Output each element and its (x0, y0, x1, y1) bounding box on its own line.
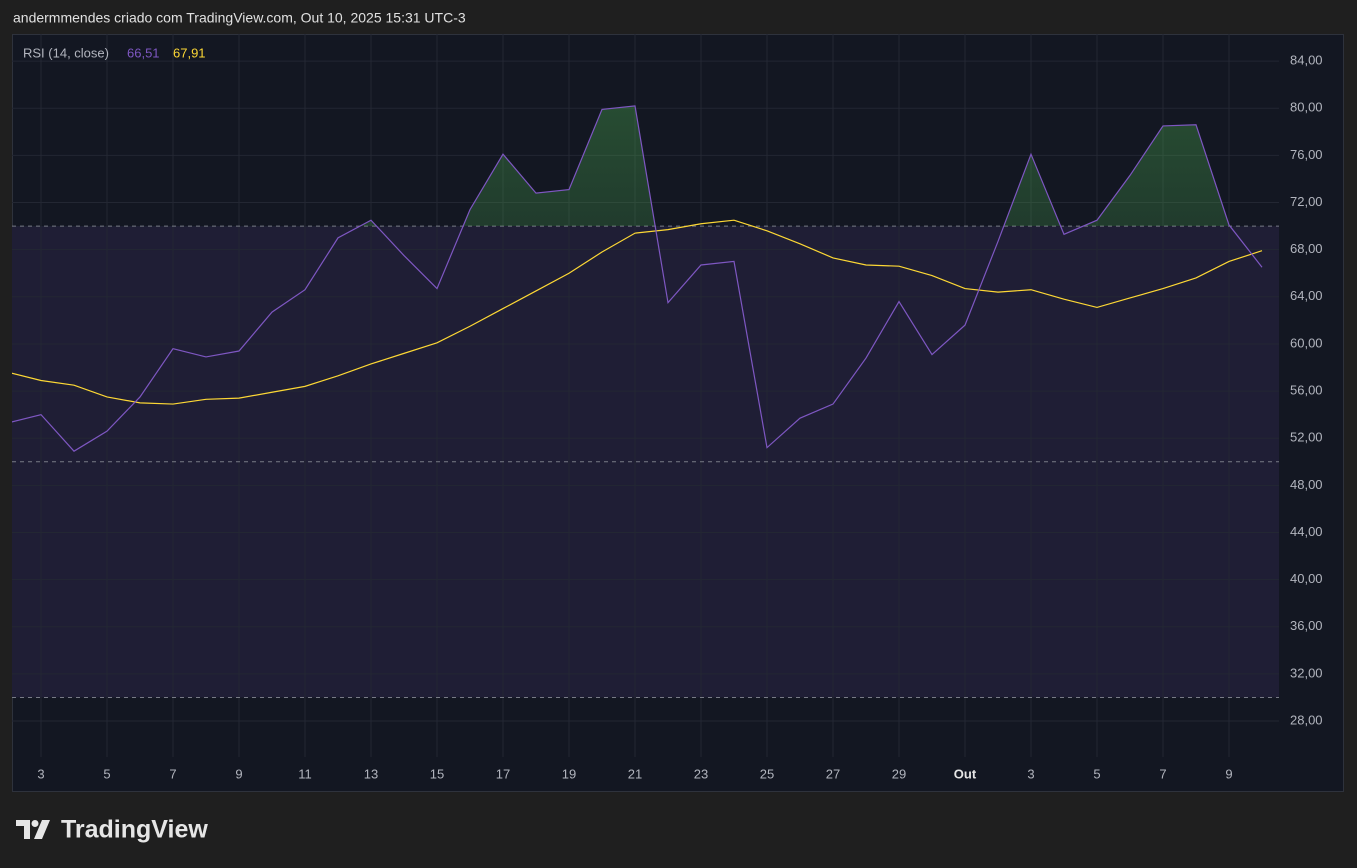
x-tick-label: 5 (1093, 766, 1100, 781)
x-tick-label: 9 (1225, 766, 1232, 781)
y-tick-label: 64,00 (1290, 288, 1323, 303)
y-tick-label: 60,00 (1290, 335, 1323, 350)
logo: TradingView (16, 816, 208, 844)
y-tick-label: 68,00 (1290, 241, 1323, 256)
logo-icon (16, 820, 30, 839)
x-tick-label: 25 (760, 766, 774, 781)
y-tick-label: 32,00 (1290, 665, 1323, 680)
x-tick-label: 15 (430, 766, 444, 781)
x-tick-label: 9 (235, 766, 242, 781)
overbought-fill (12, 105, 1262, 227)
overbought-group (12, 105, 1262, 227)
y-tick-label: 56,00 (1290, 383, 1323, 398)
logo-text: TradingView (61, 816, 208, 844)
y-tick-label: 80,00 (1290, 100, 1323, 115)
legend-title: RSI (14, close) (23, 45, 109, 60)
x-tick-label: 5 (103, 766, 110, 781)
x-tick-label: 3 (37, 766, 44, 781)
y-tick-label: 40,00 (1290, 571, 1323, 586)
logo-icon (34, 820, 50, 839)
x-tick-label: 13 (364, 766, 378, 781)
x-tick-label: 29 (892, 766, 906, 781)
x-tick-label: 17 (496, 766, 510, 781)
legend-value: 67,91 (173, 45, 206, 60)
y-tick-label: 28,00 (1290, 712, 1323, 727)
x-tick-label: 27 (826, 766, 840, 781)
y-tick-label: 52,00 (1290, 430, 1323, 445)
x-tick-label: Out (954, 766, 977, 781)
header: andermmendes criado com TradingView.com,… (13, 10, 466, 26)
x-tick-label: 23 (694, 766, 708, 781)
y-tick-label: 48,00 (1290, 477, 1323, 492)
y-tick-label: 76,00 (1290, 147, 1323, 162)
x-tick-label: 19 (562, 766, 576, 781)
axes: 28,00 32,00 36,00 40,00 44,00 48,00 52,00 56,00… (37, 53, 1322, 782)
legend-value: 66,51 (127, 45, 160, 60)
legend: RSI (14, close) 66,51 67,91 (23, 45, 206, 60)
y-tick-label: 72,00 (1290, 194, 1323, 209)
x-tick-label: 3 (1027, 766, 1034, 781)
x-tick-label: 21 (628, 766, 642, 781)
y-tick-label: 44,00 (1290, 524, 1323, 539)
logo-icon (31, 820, 39, 827)
series-line (12, 219, 1263, 405)
x-tick-label: 7 (1159, 766, 1166, 781)
series-line (12, 105, 1263, 452)
x-tick-label: 7 (169, 766, 176, 781)
plot-area (12, 34, 1279, 757)
y-tick-label: 84,00 (1290, 53, 1323, 68)
y-tick-label: 36,00 (1290, 618, 1323, 633)
x-tick-label: 11 (298, 766, 312, 781)
